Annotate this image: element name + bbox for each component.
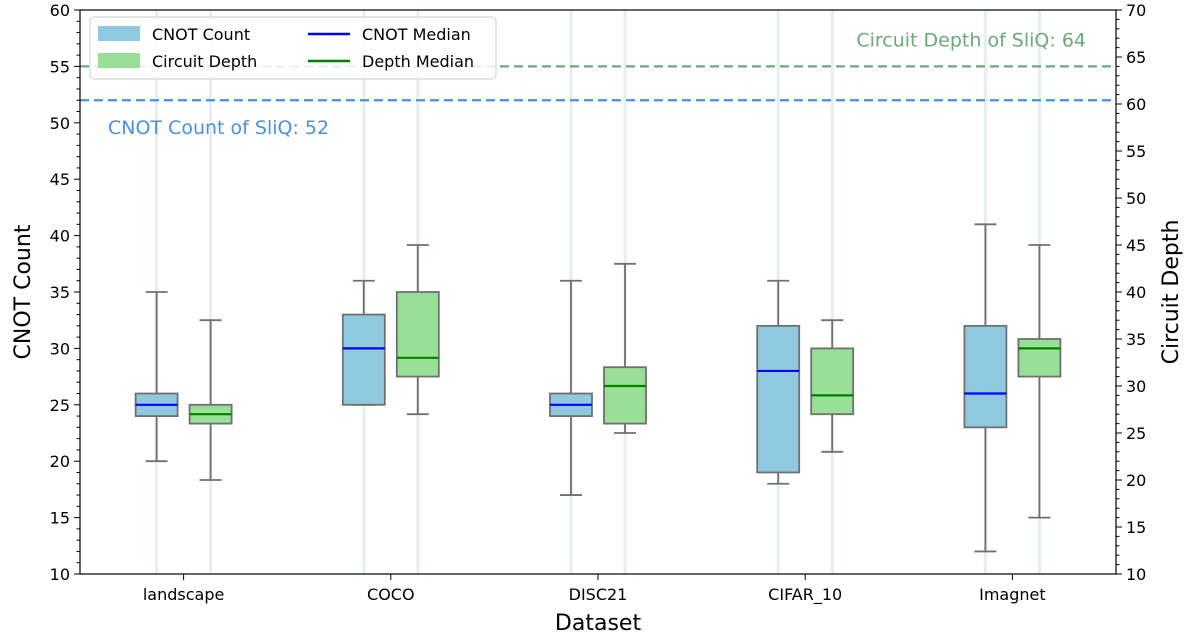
- x-tick-label-Imagnet: Imagnet: [979, 585, 1046, 604]
- left-tick-label: 25: [50, 396, 70, 415]
- right-tick-label: 45: [1126, 236, 1146, 255]
- right-tick-label: 50: [1126, 189, 1146, 208]
- iqr-box: [341, 313, 386, 406]
- boxes: [134, 223, 1062, 553]
- right-tick-label: 10: [1126, 565, 1146, 584]
- legend-label-circuit-depth: Circuit Depth: [152, 52, 257, 71]
- right-tick-label: 25: [1126, 424, 1146, 443]
- legend-frame: [89, 16, 497, 80]
- left-tick-label: 20: [50, 452, 70, 471]
- box-landscape-circuit-depth: [188, 319, 233, 481]
- box-COCO-cnot-count: [341, 279, 386, 406]
- x-tick-label-landscape: landscape: [143, 585, 224, 604]
- left-tick-label: 50: [50, 114, 70, 133]
- vertical-grid: [155, 10, 1041, 574]
- iqr-box: [963, 324, 1008, 429]
- x-tick-label-CIFAR_10: CIFAR_10: [768, 585, 842, 605]
- left-tick-label: 35: [50, 283, 70, 302]
- box-CIFAR_10-cnot-count: [756, 279, 801, 485]
- iqr-box: [395, 291, 440, 378]
- left-tick-label: 15: [50, 509, 70, 528]
- box-CIFAR_10-circuit-depth: [810, 319, 855, 453]
- right-tick-label: 60: [1126, 95, 1146, 114]
- iqr-box: [756, 324, 801, 474]
- legend-label-depth-median: Depth Median: [362, 52, 474, 71]
- right-tick-label: 40: [1126, 283, 1146, 302]
- right-tick-label: 35: [1126, 330, 1146, 349]
- right-y-axis-title: Circuit Depth: [1159, 220, 1184, 365]
- right-tick-label: 55: [1126, 142, 1146, 161]
- reference-label-0: CNOT Count of SliQ: 52: [108, 117, 329, 139]
- iqr-box: [1017, 338, 1062, 378]
- left-tick-label: 10: [50, 565, 70, 584]
- box-landscape-cnot-count: [134, 291, 179, 463]
- left-tick-label: 45: [50, 170, 70, 189]
- reference-label-1: Circuit Depth of SliQ: 64: [856, 29, 1086, 51]
- right-tick-label: 15: [1126, 518, 1146, 537]
- legend-swatch-cnot-count: [98, 26, 140, 41]
- right-tick-label: 20: [1126, 471, 1146, 490]
- iqr-box: [603, 366, 647, 425]
- box-COCO-circuit-depth: [395, 244, 440, 416]
- legend-label-cnot-median: CNOT Median: [362, 25, 471, 44]
- right-tick-label: 70: [1126, 1, 1146, 20]
- left-tick-label: 55: [50, 57, 70, 76]
- box-Imagnet-circuit-depth: [1017, 244, 1062, 519]
- legend: CNOT Count Circuit Depth CNOT Median Dep…: [89, 16, 497, 80]
- x-tick-label-COCO: COCO: [367, 585, 415, 604]
- left-tick-label: 30: [50, 339, 70, 358]
- x-tick-label-DISC21: DISC21: [569, 585, 628, 604]
- left-tick-label: 60: [50, 1, 70, 20]
- box-DISC21-cnot-count: [549, 279, 593, 496]
- iqr-box: [810, 347, 855, 416]
- legend-swatch-circuit-depth: [98, 53, 140, 68]
- right-y-axis: 10 15 20 25 30 35 40 45 50 55 60 65 70: [1116, 1, 1146, 584]
- left-tick-label: 40: [50, 227, 70, 246]
- right-tick-label: 65: [1126, 48, 1146, 67]
- x-axis-title: Dataset: [555, 611, 642, 635]
- left-y-axis-title: CNOT Count: [11, 224, 36, 359]
- right-tick-label: 30: [1126, 377, 1146, 396]
- x-axis: landscape COCO DISC21 CIFAR_10 Imagnet: [143, 574, 1046, 605]
- plot-frame: [79, 9, 1117, 575]
- box-Imagnet-cnot-count: [963, 223, 1008, 553]
- left-y-axis: 10 15 20 25 30 35 40 45 50 55 60: [50, 1, 80, 584]
- box-DISC21-circuit-depth: [603, 262, 647, 434]
- legend-label-cnot-count: CNOT Count: [152, 25, 250, 44]
